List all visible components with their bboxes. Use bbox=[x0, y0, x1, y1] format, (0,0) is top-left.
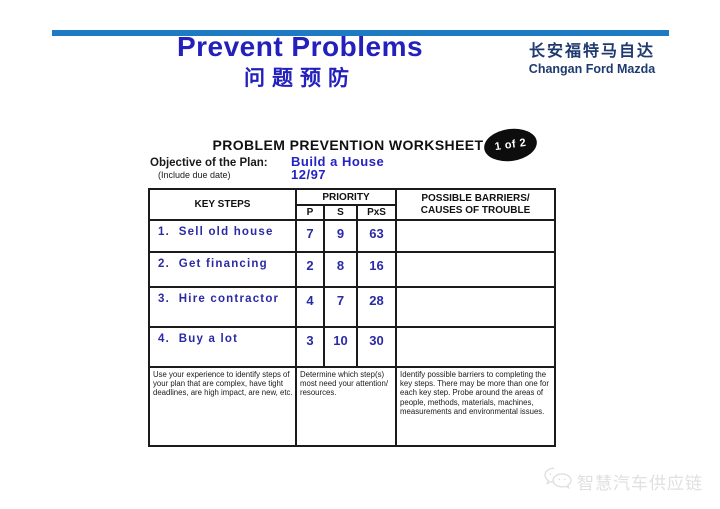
col-header-p: P bbox=[295, 204, 325, 221]
p-value: 7 bbox=[295, 219, 325, 253]
step-cell: 4. Buy a lot bbox=[148, 326, 297, 368]
step-cell: 2. Get financing bbox=[148, 251, 297, 288]
col-header-barriers: POSSIBLE BARRIERS/ CAUSES OF TROUBLE bbox=[395, 188, 557, 221]
page-number-badge: 1 of 2 bbox=[482, 125, 539, 165]
barriers-cell bbox=[395, 286, 557, 328]
objective-label: Objective of the Plan: bbox=[150, 157, 268, 169]
worksheet-title: PROBLEM PREVENTION WORKSHEET bbox=[212, 137, 484, 153]
s-value: 8 bbox=[323, 251, 358, 288]
s-value: 9 bbox=[323, 219, 358, 253]
table-notes-row: Use your experience to identify steps of… bbox=[148, 366, 557, 447]
objective-sublabel: (Include due date) bbox=[158, 170, 231, 180]
s-value: 10 bbox=[323, 326, 358, 368]
slide-title: Prevent Problems bbox=[176, 31, 424, 62]
col-header-s: S bbox=[323, 204, 358, 221]
problem-prevention-table: KEY STEPS PRIORITY POSSIBLE BARRIERS/ CA… bbox=[148, 188, 557, 447]
logo-english-text: Changan Ford Mazda bbox=[528, 62, 656, 76]
table-row: 2. Get financing 2 8 16 bbox=[148, 251, 557, 288]
pxs-value: 63 bbox=[355, 219, 398, 253]
company-logo: 长安福特马自达 Changan Ford Mazda bbox=[516, 37, 668, 76]
step-cell: 3. Hire contractor bbox=[148, 286, 297, 328]
logo-chinese-text: 长安福特马自达 bbox=[528, 43, 655, 60]
p-value: 3 bbox=[295, 326, 325, 368]
table-row: 4. Buy a lot 3 10 30 bbox=[148, 326, 557, 368]
pxs-value: 16 bbox=[355, 251, 398, 288]
table-row: 1. Sell old house 7 9 63 bbox=[148, 219, 557, 253]
s-value: 7 bbox=[323, 286, 358, 328]
watermark: 智慧汽车供应链 bbox=[543, 466, 703, 496]
objective-due-date: 12/97 bbox=[291, 167, 327, 182]
p-value: 4 bbox=[295, 286, 325, 328]
barriers-cell bbox=[395, 251, 557, 288]
pxs-value: 28 bbox=[355, 286, 398, 328]
note-key-steps: Use your experience to identify steps of… bbox=[148, 366, 297, 447]
objective-plan-text: Build a House bbox=[291, 154, 385, 169]
watermark-text: 智慧汽车供应链 bbox=[577, 473, 703, 493]
barriers-cell bbox=[395, 326, 557, 368]
note-priority: Determine which step(s) most need your a… bbox=[294, 366, 398, 447]
step-cell: 1. Sell old house bbox=[148, 219, 297, 253]
note-barriers: Identify possible barriers to completing… bbox=[395, 366, 557, 447]
slide-subtitle-chinese: 问题预防 bbox=[244, 66, 356, 90]
table-row: 3. Hire contractor 4 7 28 bbox=[148, 286, 557, 328]
barriers-cell bbox=[395, 219, 557, 253]
p-value: 2 bbox=[295, 251, 325, 288]
wechat-icon bbox=[543, 466, 573, 496]
objective-value: Build a House 12/97 bbox=[291, 155, 384, 181]
col-header-priority: PRIORITY bbox=[294, 188, 398, 206]
col-header-pxs: PxS bbox=[355, 204, 398, 221]
header-accent-line bbox=[52, 30, 669, 36]
col-header-key-steps: KEY STEPS bbox=[148, 188, 297, 221]
pxs-value: 30 bbox=[355, 326, 398, 368]
